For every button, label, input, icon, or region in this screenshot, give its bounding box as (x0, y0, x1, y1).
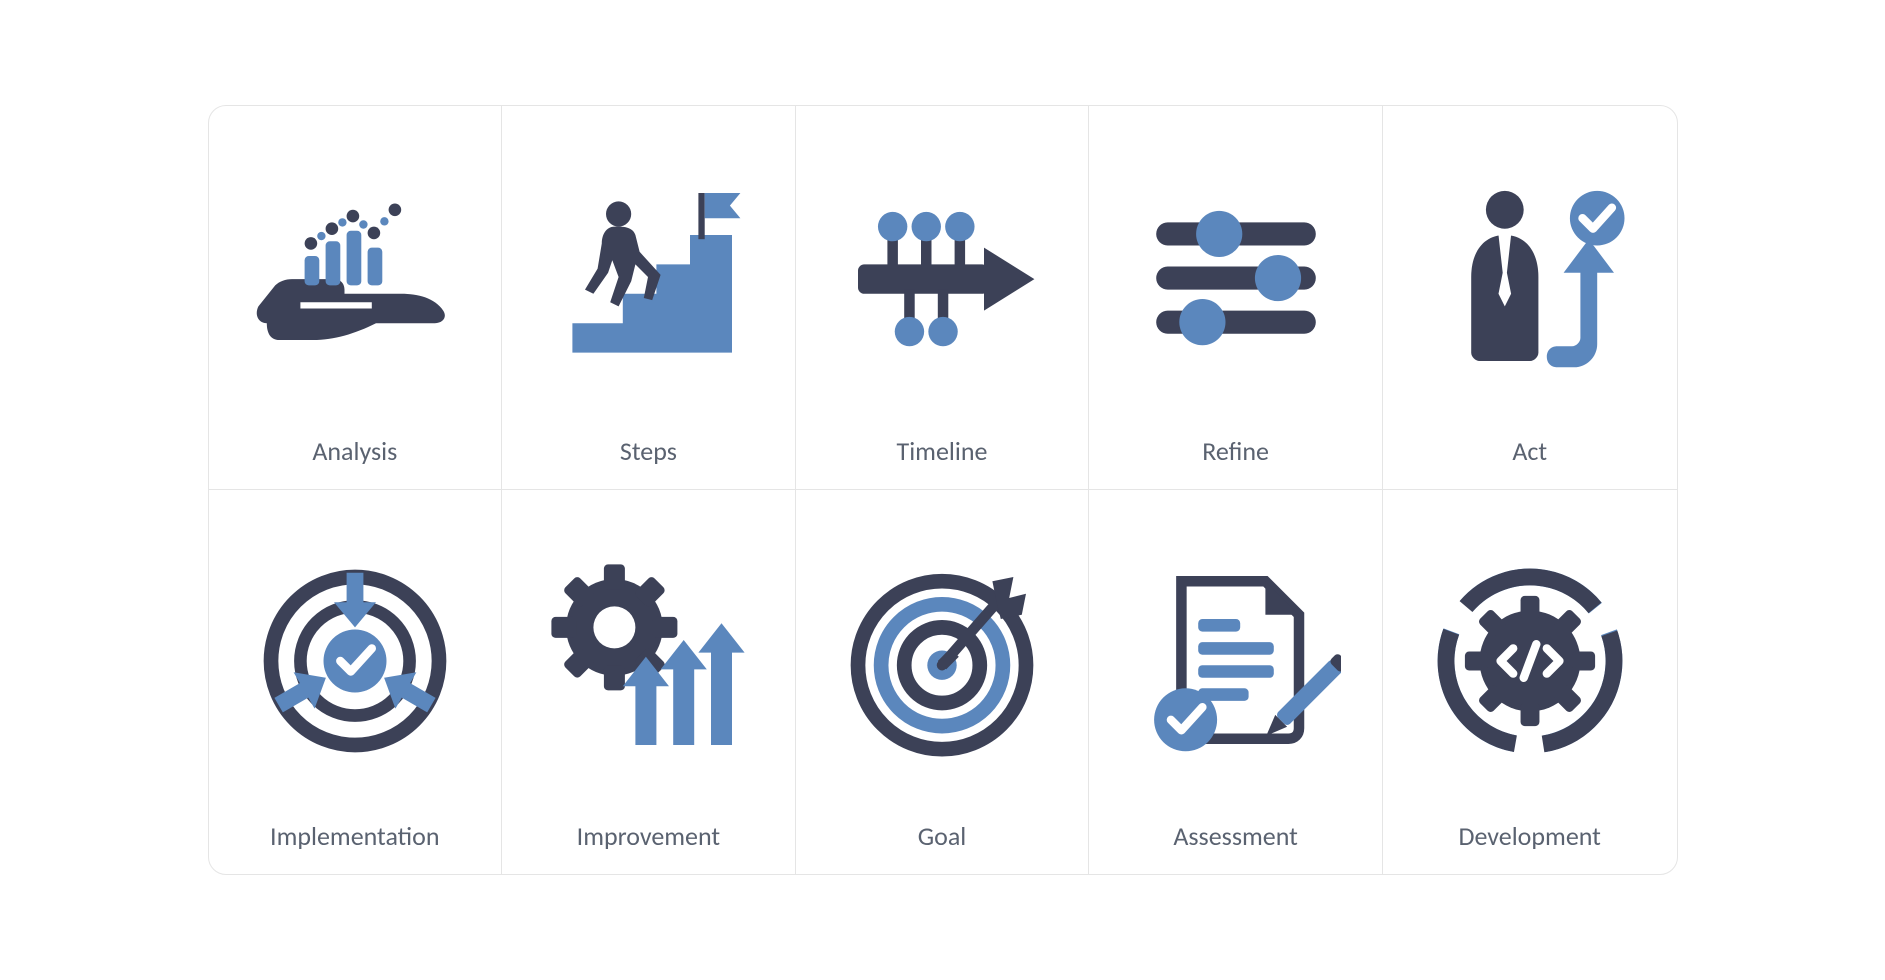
cell-development: Development (1383, 490, 1677, 874)
label-implementation: Implementation (270, 820, 439, 852)
label-timeline: Timeline (897, 435, 988, 467)
label-development: Development (1458, 820, 1600, 852)
target-arrows-in-check-icon (229, 520, 482, 802)
cell-steps: Steps (502, 106, 796, 490)
document-check-pencil-icon (1109, 520, 1362, 802)
cell-assessment: Assessment (1089, 490, 1383, 874)
gear-arrows-up-icon (522, 520, 775, 802)
label-act: Act (1512, 435, 1547, 467)
hand-holding-chart-icon (229, 136, 482, 417)
person-climbing-stairs-flag-icon (522, 136, 775, 417)
cell-improvement: Improvement (502, 490, 796, 874)
bullseye-dart-icon (816, 520, 1069, 802)
label-refine: Refine (1202, 435, 1269, 467)
cell-refine: Refine (1089, 106, 1383, 490)
icon-grid: Analysis Steps (208, 105, 1678, 875)
label-goal: Goal (918, 820, 967, 852)
cell-implementation: Implementation (209, 490, 503, 874)
label-analysis: Analysis (312, 435, 397, 467)
label-steps: Steps (620, 435, 677, 467)
cell-goal: Goal (796, 490, 1090, 874)
label-assessment: Assessment (1173, 820, 1298, 852)
label-improvement: Improvement (577, 820, 720, 852)
sliders-adjust-icon (1109, 136, 1362, 417)
cell-act: Act (1383, 106, 1677, 490)
timeline-arrow-nodes-icon (816, 136, 1069, 417)
cell-analysis: Analysis (209, 106, 503, 490)
businessman-arrow-check-icon (1403, 136, 1657, 417)
gear-code-cycle-icon (1403, 520, 1657, 802)
cell-timeline: Timeline (796, 106, 1090, 490)
